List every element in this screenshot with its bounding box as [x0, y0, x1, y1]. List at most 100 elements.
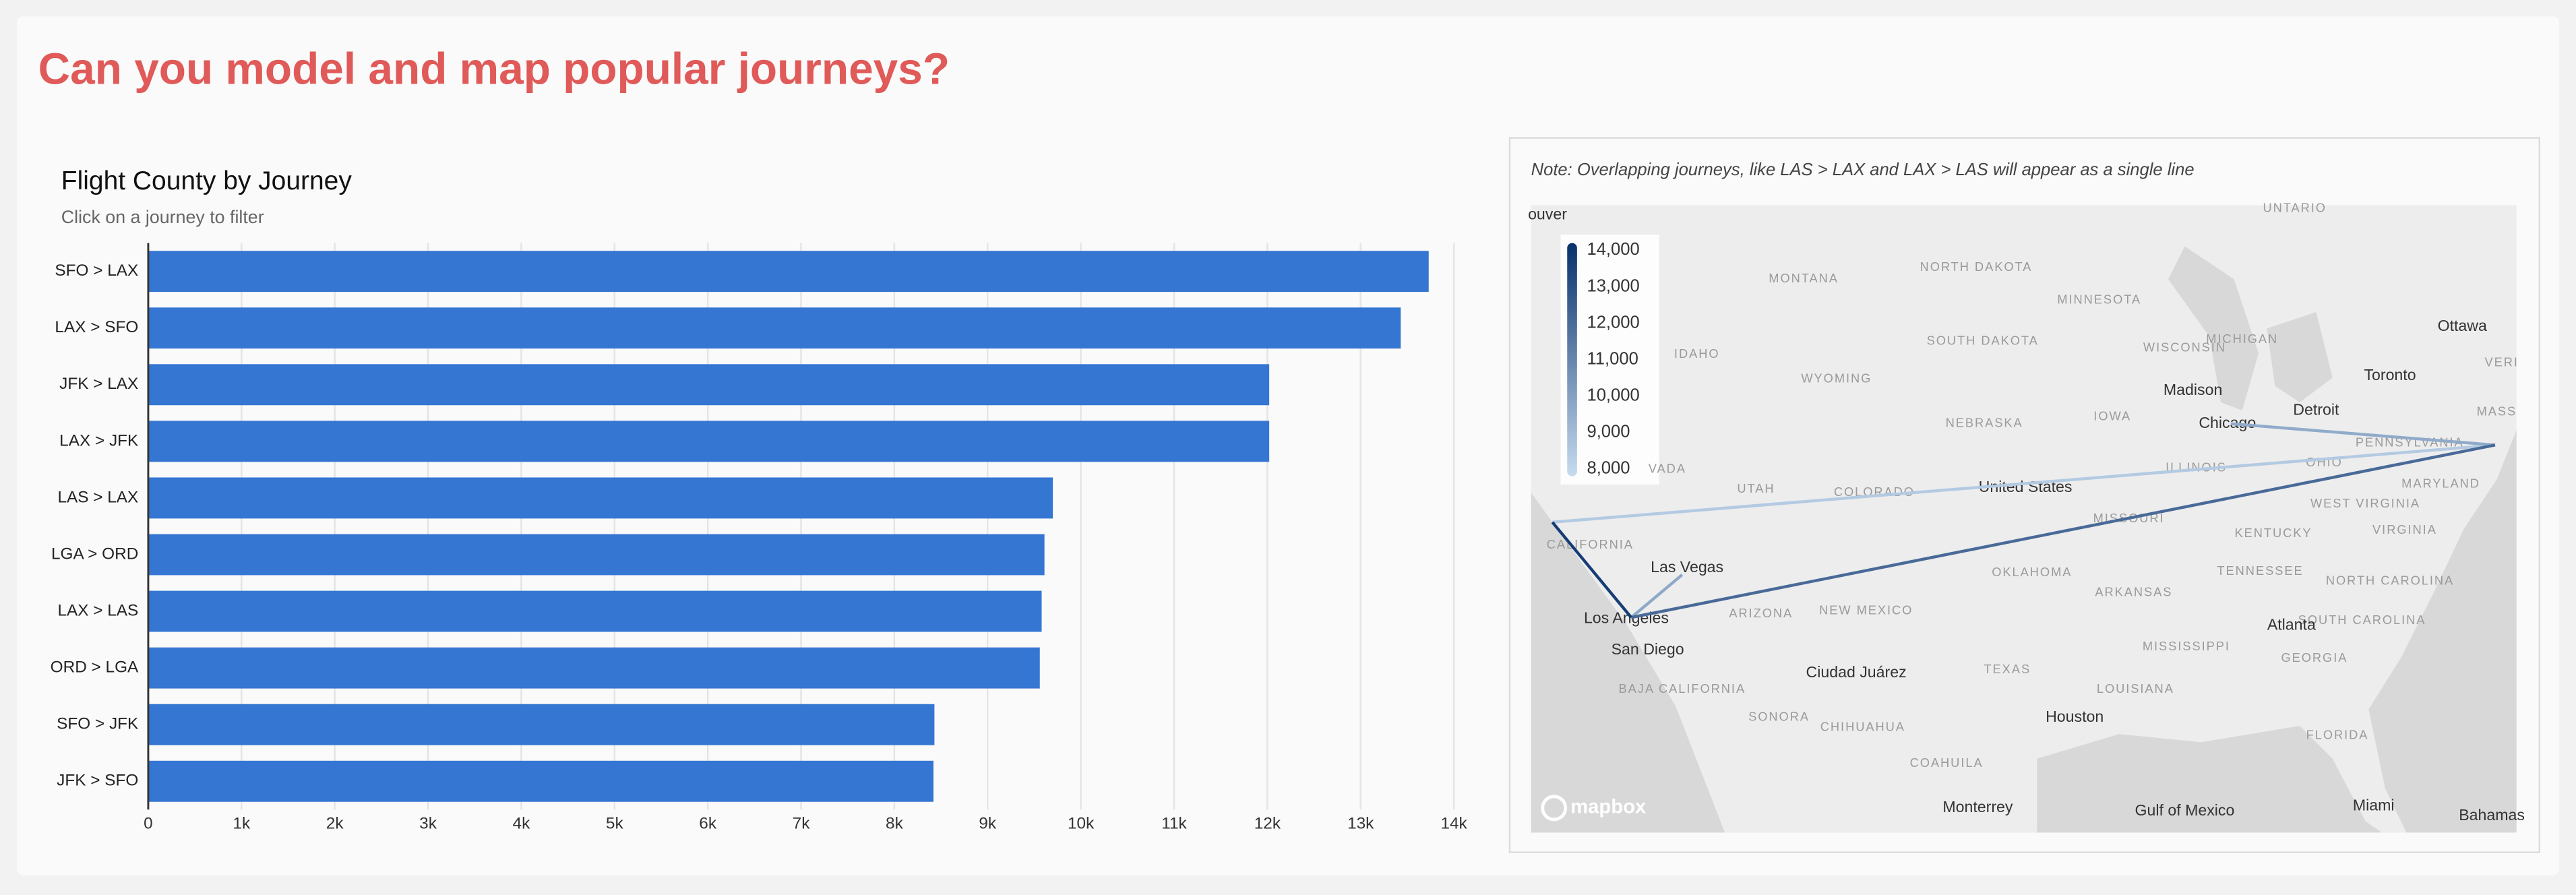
map-place-label: IOWA — [2093, 409, 2131, 423]
map-place-label: SONORA — [1748, 710, 1810, 724]
map-place-label: PENNSYLVANIA — [2356, 435, 2464, 450]
x-tick-label: 13k — [1347, 815, 1374, 833]
map-place-label: FLORIDA — [2306, 727, 2369, 741]
legend-tick-label: 12,000 — [1587, 313, 1639, 332]
map-place-label: Gulf of Mexico — [2135, 801, 2235, 819]
map-place-label: VERI — [2485, 354, 2519, 369]
x-tick-label: 12k — [1254, 815, 1281, 833]
bar[interactable] — [148, 477, 1053, 519]
legend-tick-label: 8,000 — [1587, 459, 1630, 478]
y-tick-label[interactable]: LAS > LAX — [57, 488, 138, 506]
map-ocean — [2037, 726, 2382, 833]
bar[interactable] — [148, 534, 1045, 576]
route-line — [2230, 422, 2496, 447]
legend-colorbar — [1567, 243, 1577, 476]
map-place-label: Madison — [2164, 381, 2222, 398]
map-note: Note: Overlapping journeys, like LAS > L… — [1531, 160, 2195, 179]
y-tick-label[interactable]: SFO > JFK — [57, 715, 138, 733]
bar[interactable] — [148, 704, 935, 745]
map-place-label: ARIZONA — [1729, 606, 1793, 620]
map-place-label: MINNESOTA — [2057, 292, 2141, 307]
map-place-label: NORTH CAROLINA — [2326, 573, 2454, 587]
mapbox-logo — [1541, 795, 1568, 822]
bar[interactable] — [148, 590, 1042, 632]
chart-subtitle: Click on a journey to filter — [61, 207, 264, 227]
y-tick-label[interactable]: JFK > LAX — [59, 375, 138, 393]
map-place-label: MARYLAND — [2401, 476, 2480, 491]
bar[interactable] — [148, 364, 1270, 406]
map-place-label: NEW MEXICO — [1819, 603, 1913, 617]
map-land — [1531, 205, 2517, 833]
map-place-label: TENNESSEE — [2217, 563, 2303, 578]
map-place-label: Houston — [2046, 708, 2104, 725]
y-tick-label[interactable]: ORD > LGA — [51, 658, 139, 677]
x-tick-label: 5k — [606, 815, 624, 833]
legend-tick-label: 9,000 — [1587, 423, 1630, 441]
x-tick-label: 2k — [326, 815, 344, 833]
y-tick-label[interactable]: LAX > LAS — [57, 601, 138, 619]
bar[interactable] — [148, 647, 1040, 689]
x-tick-label: 6k — [699, 815, 717, 833]
bar[interactable] — [148, 760, 934, 802]
x-tick-label: 1k — [233, 815, 251, 833]
map[interactable]: 8,000 9,000 10,000 11,000 12,000 13,000 14,000… — [1528, 200, 2525, 833]
map-place-label: KENTUCKY — [2234, 526, 2312, 540]
map-place-label: Detroit — [2293, 400, 2339, 418]
map-place-label: VIRGINIA — [2372, 522, 2437, 536]
map-place-label: Atlanta — [2267, 615, 2316, 633]
y-tick-label[interactable]: JFK > SFO — [57, 772, 138, 790]
map-place-label: MISSISSIPPI — [2143, 639, 2230, 653]
map-place-label: BAJA CALIFORNIA — [1619, 681, 1746, 696]
y-tick-label[interactable]: LGA > ORD — [51, 545, 138, 563]
map-place-label: Chicago — [2199, 414, 2256, 431]
x-tick-label: 0 — [144, 815, 153, 833]
map-place-label: MASS — [2477, 404, 2517, 418]
map-place-label: NEBRASKA — [1946, 415, 2023, 429]
map-place-label: SOUTH DAKOTA — [1927, 334, 2039, 348]
x-tick-label: 8k — [886, 815, 904, 833]
bar[interactable] — [148, 421, 1270, 462]
map-place-label: Ottawa — [2438, 317, 2487, 334]
map-place-label: VADA — [1649, 462, 1686, 476]
map-place-label: Bahamas — [2459, 806, 2525, 824]
map-place-label: Miami — [2353, 797, 2395, 814]
map-place-label: Monterrey — [1942, 798, 2013, 815]
x-tick-label: 10k — [1068, 815, 1095, 833]
bar[interactable] — [148, 307, 1401, 349]
map-place-label: WYOMING — [1801, 371, 1872, 385]
map-place-label: Toronto — [2364, 366, 2416, 383]
x-tick-label: 11k — [1161, 815, 1187, 833]
bar[interactable] — [148, 251, 1429, 292]
map-place-label: San Diego — [1612, 640, 1684, 658]
route-line — [1552, 443, 2496, 524]
map-lake — [2267, 311, 2333, 402]
chart-title: Flight County by Journey — [61, 166, 352, 195]
map-place-label: CALIFORNIA — [1547, 537, 1634, 551]
y-tick-label[interactable]: SFO > LAX — [55, 261, 138, 280]
y-tick-label[interactable]: LAX > SFO — [55, 318, 138, 336]
map-place-label: UNTARIO — [2263, 200, 2326, 214]
map-place-label: Ciudad Juárez — [1806, 663, 1907, 681]
map-place-label: WISCONSIN — [2143, 340, 2226, 354]
map-ocean — [2368, 430, 2517, 833]
route-line — [1630, 574, 1684, 619]
x-tick-label: 3k — [419, 815, 437, 833]
map-place-label: CHIHUAHUA — [1820, 719, 1905, 733]
map-place-label: WEST VIRGINIA — [2310, 496, 2420, 510]
map-place-label: ouver — [1528, 205, 1567, 222]
map-place-label: SOUTH CAROLINA — [2298, 613, 2426, 627]
route-line — [1551, 521, 1632, 619]
legend-tick-label: 13,000 — [1587, 276, 1639, 295]
y-tick-label[interactable]: LAX > JFK — [59, 431, 138, 450]
map-place-label: Las Vegas — [1651, 558, 1723, 576]
map-ocean — [1531, 493, 1725, 833]
map-attribution: mapbox — [1570, 797, 1647, 818]
legend-tick-label: 11,000 — [1587, 349, 1638, 368]
map-lake — [2168, 246, 2259, 411]
map-place-label: NORTH DAKOTA — [1920, 259, 2033, 274]
page-title: Can you model and map popular journeys? — [38, 44, 950, 94]
x-tick-label: 7k — [793, 815, 811, 833]
x-tick-label: 9k — [979, 815, 997, 833]
